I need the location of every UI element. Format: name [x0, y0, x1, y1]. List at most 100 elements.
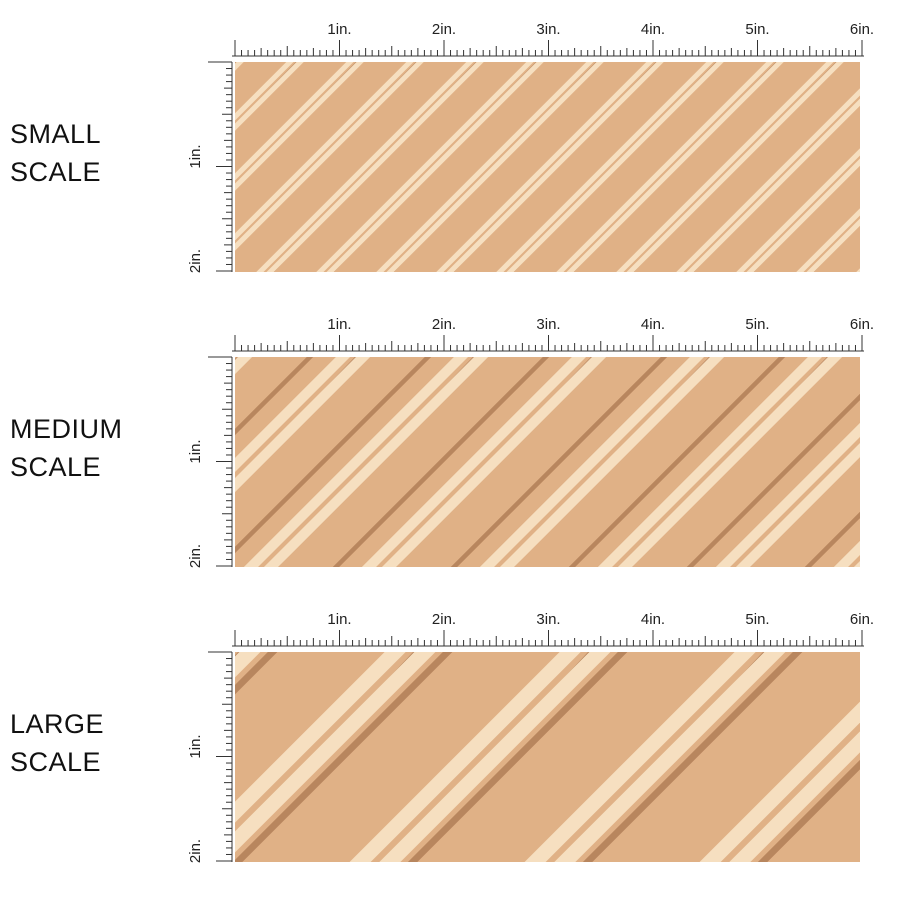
lattice-band: [479, 357, 705, 567]
lattice-band: [316, 62, 534, 272]
ruler-h-label: 2in.: [432, 21, 456, 38]
lattice-band: [686, 98, 860, 272]
panel-small-scale: SMALL SCALE 1in. 2in. 3in. 4in. 5in. 6in. 1in.…: [0, 10, 900, 305]
lattice-band: [235, 357, 351, 473]
lattice-band: [256, 62, 474, 272]
lattice-band: [235, 62, 304, 131]
scale-label-medium: MEDIUM SCALE: [10, 410, 123, 486]
lattice-band: [381, 357, 607, 567]
ruler-h-label: 4in.: [641, 611, 665, 628]
scale-label-small: SMALL SCALE: [10, 115, 101, 191]
lattice-band: [715, 422, 860, 567]
scale-label-line1: SMALL: [10, 119, 102, 149]
lattice-band: [524, 652, 756, 862]
lattice-band: [617, 357, 843, 567]
ruler: 1in. 2in. 3in. 4in. 5in. 6in. 1in. 2in.: [187, 21, 874, 273]
ruler: 1in. 2in. 3in. 4in. 5in. 6in. 1in. 2in.: [187, 611, 874, 863]
lattice-band: [597, 357, 823, 567]
fabric-swatch-large: [235, 652, 860, 862]
fabric-swatch-small: [235, 62, 860, 272]
ruler-v-label: 1in.: [187, 144, 204, 168]
lattice-band: [499, 357, 725, 567]
lattice-band: [386, 62, 604, 272]
ruler-h-label: 5in.: [745, 316, 769, 333]
lattice-band: [436, 62, 654, 272]
lattice-band: [806, 218, 860, 272]
lattice-band: [746, 158, 860, 272]
lattice-shadow: [235, 652, 453, 862]
ruler-h-label: 2in.: [432, 611, 456, 628]
ruler-h-label: 1in.: [327, 611, 351, 628]
lattice-band: [446, 62, 664, 272]
lattice-band: [263, 357, 489, 567]
lattice-shadow: [804, 511, 860, 567]
lattice-band: [235, 62, 424, 251]
ruler-h-label: 2in.: [432, 316, 456, 333]
lattice-band: [235, 652, 436, 853]
ruler-h-label: 6in.: [850, 611, 874, 628]
lattice-shadow: [450, 357, 668, 567]
lattice-band: [235, 62, 364, 191]
lattice-shadow: [332, 357, 550, 567]
ruler-h-label: 6in.: [850, 316, 874, 333]
lattice-band: [266, 62, 484, 272]
ruler-v-label: 2in.: [187, 544, 204, 568]
ruler-v-label: 1in.: [187, 439, 204, 463]
ruler-h-label: 4in.: [641, 316, 665, 333]
panel-medium-scale: MEDIUM SCALE 1in. 2in. 3in. 4in. 5in. 6in. 1in…: [0, 305, 900, 600]
scale-label-line2: SCALE: [10, 157, 102, 187]
lattice-band: [616, 62, 834, 272]
lattice-band: [235, 62, 294, 121]
ruler-h-label: 5in.: [745, 21, 769, 38]
scale-label-line1: MEDIUM: [10, 414, 123, 444]
lattice-shadow: [235, 357, 314, 436]
ruler-h-label: 3in.: [536, 611, 560, 628]
lattice-band: [235, 62, 354, 181]
ruler-h-label: 1in.: [327, 21, 351, 38]
lattice-band: [361, 357, 587, 567]
lattice-band: [556, 62, 774, 272]
lattice-band: [235, 62, 414, 241]
ruler-h-label: 4in.: [641, 21, 665, 38]
lattice-band: [496, 62, 714, 272]
lattice-band: [566, 62, 784, 272]
lattice-band: [243, 357, 469, 567]
lattice-band: [736, 148, 860, 272]
lattice-band: [376, 62, 594, 272]
ruler-v-label: 2in.: [187, 839, 204, 863]
lattice-band: [554, 652, 786, 862]
panel-large-scale: LARGE SCALE 1in. 2in. 3in. 4in. 5in. 6in. 1in.…: [0, 600, 900, 895]
scale-label-line1: LARGE: [10, 709, 105, 739]
ruler-v-label: 1in.: [187, 734, 204, 758]
lattice-band: [699, 701, 860, 862]
scale-label-large: LARGE SCALE: [10, 705, 104, 781]
lattice-band: [676, 88, 860, 272]
fabric-swatch-medium: [235, 357, 860, 567]
lattice-band: [235, 357, 371, 493]
ruler: 1in. 2in. 3in. 4in. 5in. 6in. 1in. 2in.: [187, 316, 874, 568]
lattice-shadow: [235, 357, 432, 554]
lattice-shadow: [757, 759, 860, 862]
ruler-h-label: 3in.: [536, 316, 560, 333]
scale-label-line2: SCALE: [10, 747, 102, 777]
lattice-band: [735, 442, 860, 567]
lattice-band: [729, 731, 860, 862]
lattice-band: [506, 62, 724, 272]
lattice-shadow: [235, 652, 278, 695]
lattice-band: [379, 652, 611, 862]
lattice-shadow: [686, 393, 860, 567]
lattice-band: [326, 62, 544, 272]
scale-label-line2: SCALE: [10, 452, 102, 482]
lattice-band: [626, 62, 844, 272]
lattice-shadow: [582, 652, 803, 862]
lattice-shadow: [568, 357, 786, 567]
lattice-band: [349, 652, 581, 862]
ruler-v-label: 2in.: [187, 249, 204, 273]
lattice-band: [235, 652, 406, 823]
ruler-h-label: 3in.: [536, 21, 560, 38]
ruler-h-label: 5in.: [745, 611, 769, 628]
ruler-h-label: 6in.: [850, 21, 874, 38]
ruler-h-label: 1in.: [327, 316, 351, 333]
lattice-band: [796, 208, 860, 272]
lattice-shadow: [407, 652, 628, 862]
